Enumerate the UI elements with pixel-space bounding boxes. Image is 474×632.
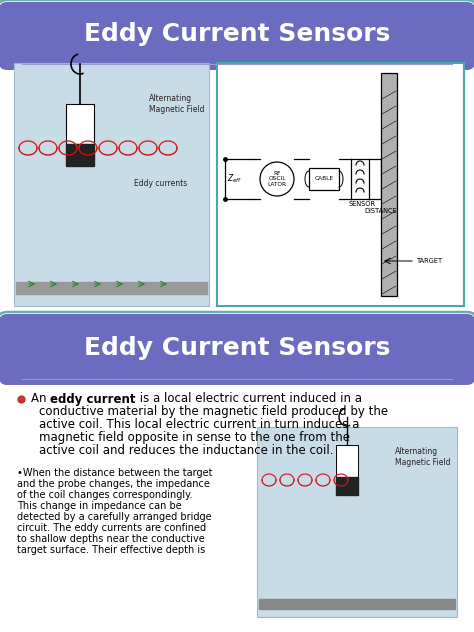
Text: eddy current: eddy current [50,392,136,406]
Text: Eddy Current Sensors: Eddy Current Sensors [84,22,390,46]
Text: Eddy currents: Eddy currents [134,179,187,188]
Text: TARGET: TARGET [417,258,443,264]
Text: and the probe changes, the impedance: and the probe changes, the impedance [17,479,210,489]
Text: CABLE: CABLE [314,176,334,181]
Bar [66,104,94,144]
Bar [259,599,455,609]
Bar [257,427,457,617]
Text: SENSOR: SENSOR [349,201,376,207]
FancyBboxPatch shape [0,314,474,385]
Text: to shallow depths near the conductive: to shallow depths near the conductive [17,534,205,544]
Bar [14,63,209,306]
Text: •When the distance between the target: •When the distance between the target [17,468,212,478]
Text: Eddy Current Sensors: Eddy Current Sensors [84,336,390,360]
Text: $Z_{eff}$: $Z_{eff}$ [227,173,242,185]
Bar [217,63,464,306]
FancyBboxPatch shape [0,0,474,324]
Text: An: An [31,392,50,406]
Text: magnetic field opposite in sense to the one from the: magnetic field opposite in sense to the … [39,432,350,444]
Text: of the coil changes correspondingly.: of the coil changes correspondingly. [17,490,192,500]
Text: circuit. The eddy currents are confined: circuit. The eddy currents are confined [17,523,206,533]
Bar [336,445,358,477]
Text: This change in impedance can be: This change in impedance can be [17,501,182,511]
FancyBboxPatch shape [0,312,474,632]
Bar [16,282,207,294]
Text: active coil and reduces the inductance in the coil.: active coil and reduces the inductance i… [39,444,334,458]
Text: conductive material by the magnetic field produced by the: conductive material by the magnetic fiel… [39,406,388,418]
Text: DISTANCE: DISTANCE [365,208,397,214]
Text: Alternating
Magnetic Field: Alternating Magnetic Field [395,447,450,466]
Circle shape [260,162,294,196]
Text: is a local electric current induced in a: is a local electric current induced in a [136,392,362,406]
Text: target surface. Their effective depth is: target surface. Their effective depth is [17,545,205,555]
Text: RF
OSCIL
LATOR: RF OSCIL LATOR [267,171,287,187]
Bar [336,477,358,495]
Bar [381,73,397,296]
FancyBboxPatch shape [0,2,474,70]
Text: detected by a carefully arranged bridge: detected by a carefully arranged bridge [17,512,211,522]
Text: active coil. This local electric current in turn induces a: active coil. This local electric current… [39,418,359,432]
Bar [309,168,339,190]
Bar [66,144,94,166]
Text: Alternating
Magnetic Field: Alternating Magnetic Field [149,94,204,114]
